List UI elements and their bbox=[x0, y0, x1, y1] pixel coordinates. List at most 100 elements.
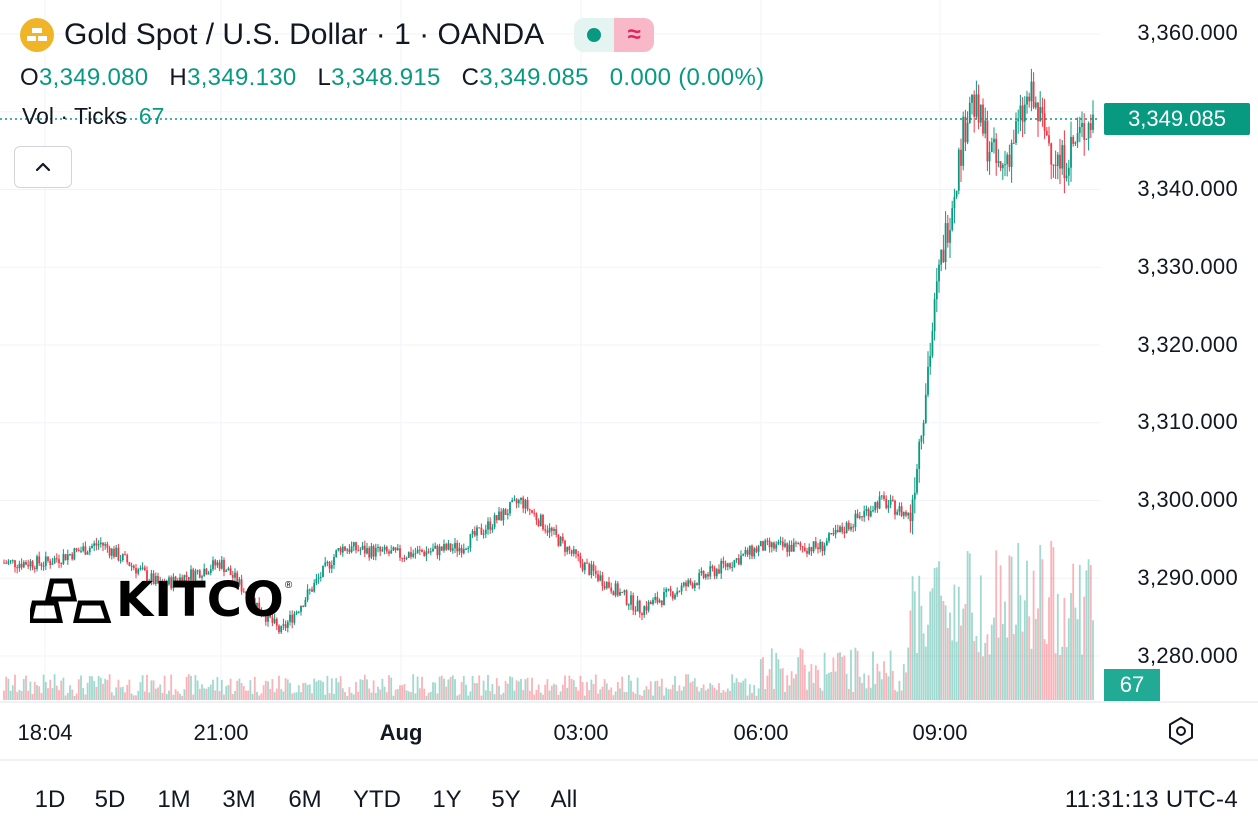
volume-bar bbox=[245, 690, 247, 700]
candle-body bbox=[520, 497, 522, 500]
volume-bar bbox=[861, 683, 863, 700]
candle-body bbox=[471, 531, 474, 535]
candle-body bbox=[597, 573, 599, 581]
candle-body bbox=[130, 565, 133, 567]
candle-body bbox=[583, 562, 586, 571]
volume-bar bbox=[561, 684, 564, 700]
candle-body bbox=[55, 558, 58, 560]
candle-body bbox=[300, 605, 302, 612]
candle-body bbox=[1083, 123, 1086, 140]
volume-bar bbox=[95, 686, 98, 700]
range-5y-button[interactable]: 5Y bbox=[491, 786, 521, 813]
volume-bar bbox=[693, 678, 696, 700]
candle-body bbox=[933, 299, 936, 332]
market-open-dot-icon[interactable] bbox=[574, 18, 615, 52]
candle-body bbox=[966, 122, 969, 143]
volume-bar bbox=[856, 650, 859, 700]
candle-body bbox=[69, 554, 71, 556]
candle-body bbox=[201, 576, 203, 578]
volume-bar bbox=[478, 675, 481, 700]
candle-body bbox=[975, 94, 978, 117]
candle-body bbox=[702, 570, 705, 578]
candle-body bbox=[324, 562, 327, 566]
candle-body bbox=[660, 600, 663, 606]
candle-body bbox=[971, 94, 973, 103]
candle-body bbox=[498, 511, 500, 521]
candle-body bbox=[115, 547, 118, 557]
volume-bar bbox=[390, 677, 393, 700]
volume-bar bbox=[907, 647, 910, 700]
candle-body bbox=[955, 190, 958, 197]
candle-body bbox=[31, 561, 34, 568]
range-5d-button[interactable]: 5D bbox=[94, 786, 126, 813]
range-6m-button[interactable]: 6M bbox=[288, 786, 322, 813]
volume-bar bbox=[308, 684, 311, 700]
candle-body bbox=[295, 611, 298, 614]
candle-body bbox=[77, 549, 80, 552]
candle-body bbox=[1008, 154, 1011, 167]
candle-body bbox=[291, 614, 294, 623]
candle-body bbox=[38, 556, 41, 564]
candle-body bbox=[117, 547, 120, 561]
volume-bar bbox=[614, 691, 617, 700]
candle-body bbox=[124, 554, 126, 556]
volume-bar bbox=[542, 694, 544, 700]
delayed-data-wave-icon[interactable]: ≈ bbox=[614, 18, 655, 52]
candle-body bbox=[278, 625, 280, 633]
last-volume-tag: 67 bbox=[1104, 669, 1160, 701]
volume-bar bbox=[1041, 559, 1044, 700]
candle-body bbox=[119, 560, 122, 562]
range-all-button[interactable]: All bbox=[550, 786, 578, 813]
candle-body bbox=[810, 547, 813, 552]
volume-bar bbox=[88, 676, 91, 700]
price-candles bbox=[3, 68, 1094, 634]
volume-bar bbox=[814, 665, 817, 700]
candle-body bbox=[418, 549, 421, 551]
volume-bar bbox=[192, 694, 195, 700]
range-1m-button[interactable]: 1M bbox=[157, 786, 191, 813]
range-3m-button[interactable]: 3M bbox=[222, 786, 256, 813]
clock-timezone[interactable]: 11:31:13 UTC-4 bbox=[1064, 786, 1238, 813]
volume-bar bbox=[764, 689, 767, 700]
y-tick-3310: 3,310.000 bbox=[1137, 409, 1238, 434]
candle-body bbox=[603, 585, 606, 589]
candle-body bbox=[348, 549, 351, 553]
candle-body bbox=[27, 564, 30, 567]
volume-bar bbox=[113, 695, 115, 700]
gold-bars-icon[interactable] bbox=[20, 18, 54, 52]
status-indicators[interactable]: ≈ bbox=[574, 18, 655, 52]
candle-body bbox=[924, 394, 927, 423]
candle-body bbox=[889, 499, 892, 505]
candle-body bbox=[75, 548, 78, 550]
volume-bar bbox=[212, 679, 214, 700]
candle-body bbox=[113, 548, 115, 557]
range-1d-button[interactable]: 1D bbox=[34, 786, 66, 813]
volume-bar bbox=[357, 691, 360, 700]
collapse-legend-button[interactable] bbox=[14, 146, 72, 188]
volume-label: Vol · Ticks bbox=[22, 103, 127, 129]
chart-settings-button[interactable] bbox=[1166, 716, 1196, 746]
candle-body bbox=[755, 548, 758, 552]
volume-bar bbox=[768, 669, 771, 700]
candle-body bbox=[1056, 154, 1059, 166]
range-1y-button[interactable]: 1Y bbox=[432, 786, 462, 813]
candle-body bbox=[832, 533, 835, 535]
volume-bar bbox=[638, 694, 641, 700]
candle-body bbox=[929, 355, 932, 367]
volume-bar bbox=[720, 692, 723, 700]
volume-legend[interactable]: Vol · Ticks 67 bbox=[22, 103, 164, 130]
volume-bar bbox=[759, 659, 762, 700]
candle-body bbox=[1059, 154, 1061, 169]
volume-bar bbox=[275, 688, 278, 700]
volume-bar bbox=[352, 694, 355, 700]
range-ytd-button[interactable]: YTD bbox=[353, 786, 401, 813]
candle-body bbox=[614, 583, 617, 596]
candle-body bbox=[623, 590, 626, 593]
candle-body bbox=[968, 102, 971, 123]
candle-body bbox=[447, 543, 450, 550]
symbol-title[interactable]: Gold Spot / U.S. Dollar · 1 · OANDA bbox=[64, 18, 545, 51]
candle-body bbox=[506, 513, 509, 515]
volume-bar bbox=[289, 682, 291, 700]
volume-bar bbox=[214, 690, 217, 700]
